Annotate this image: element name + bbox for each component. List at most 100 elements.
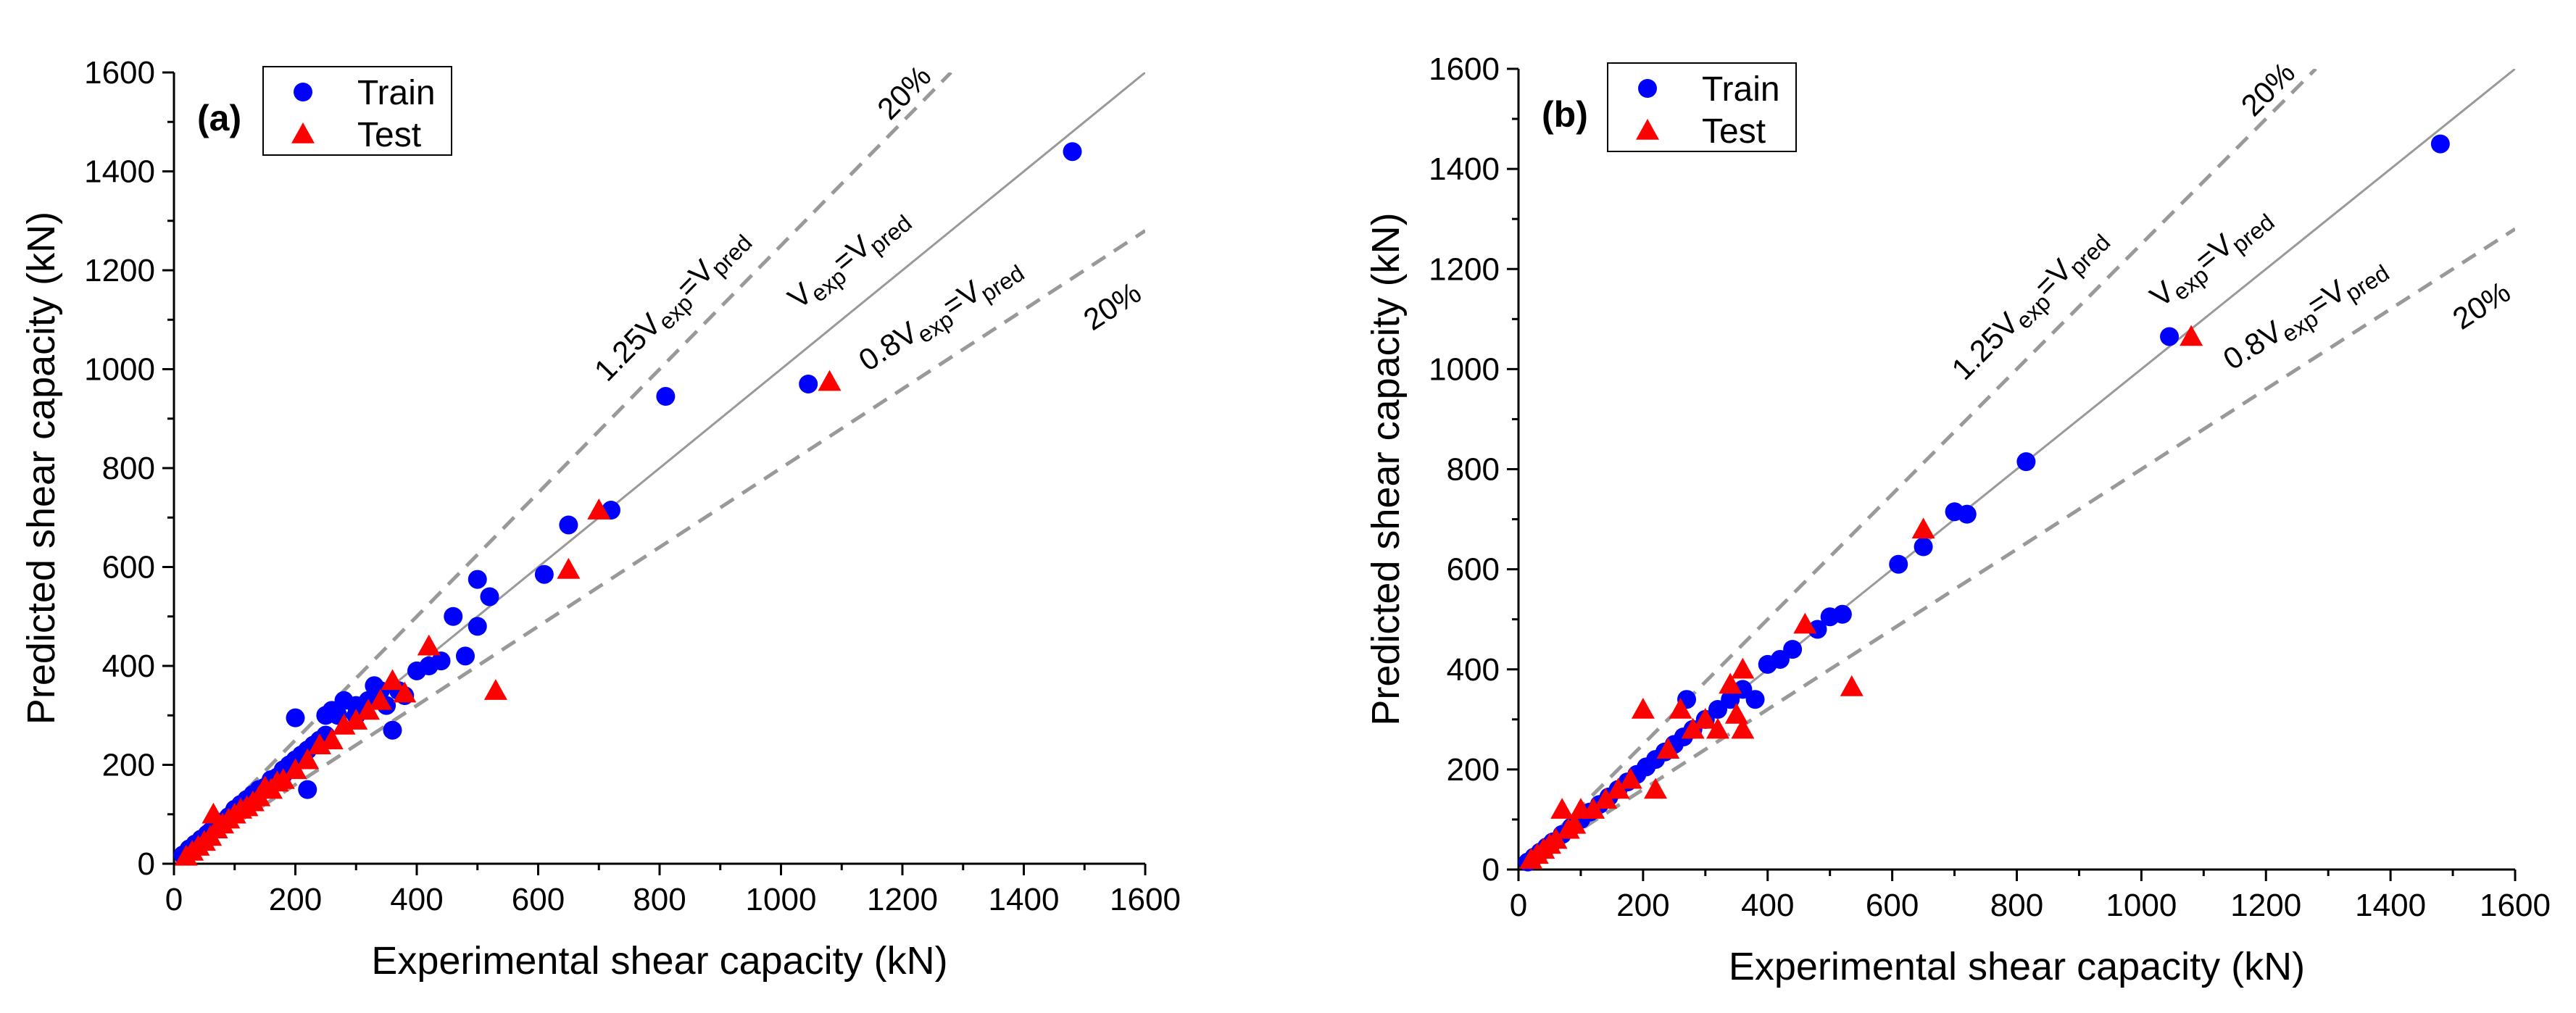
y-tick-label: 0 — [138, 846, 155, 882]
x-tick-label: 1200 — [2230, 888, 2301, 923]
test-point — [201, 802, 225, 824]
test-point — [381, 669, 404, 691]
train-point — [298, 780, 317, 799]
upper-bound-label: 1.25Vexp=Vpred — [588, 220, 757, 392]
lower-bound-line — [1518, 227, 2515, 870]
train-point — [2016, 452, 2036, 472]
test-point — [1719, 672, 1742, 694]
train-point — [799, 374, 818, 393]
data-points — [1518, 134, 2450, 872]
x-tick-label: 1000 — [2106, 888, 2177, 923]
train-point — [468, 570, 487, 589]
legend-label-test: Test — [1702, 112, 1766, 151]
x-tick-label: 800 — [633, 882, 686, 917]
test-point — [271, 767, 295, 789]
y-tick-label: 1000 — [84, 352, 155, 388]
upper-bound-line — [1518, 69, 2317, 870]
y-axis-title: Predicted shear capacity (kN) — [20, 212, 63, 725]
test-point — [1582, 798, 1605, 819]
legend-train-marker — [1638, 79, 1657, 98]
equality-label: Vexp=Vpred — [2143, 198, 2279, 318]
legend-label-train: Train — [357, 74, 436, 112]
y-tick-label: 600 — [102, 550, 155, 585]
x-tick-label: 1400 — [2355, 888, 2426, 923]
x-tick-label: 1000 — [746, 882, 817, 917]
x-tick-label: 400 — [1741, 888, 1794, 923]
y-tick-label: 200 — [1447, 752, 1500, 788]
test-point — [1631, 698, 1655, 719]
lower-bound-line — [174, 229, 1145, 864]
test-point — [1706, 717, 1729, 739]
train-point — [1889, 554, 1908, 574]
test-point — [557, 557, 581, 579]
test-point — [2180, 325, 2203, 346]
x-tick-label: 0 — [1510, 888, 1527, 923]
x-axis-title: Experimental shear capacity (kN) — [1729, 945, 2305, 988]
train-point — [316, 706, 336, 725]
panel-label: (a) — [197, 98, 241, 138]
legend-train-marker — [294, 83, 312, 101]
y-tick-label: 1000 — [1429, 351, 1500, 387]
lower-bound-label: 0.8Vexp=Vpred — [2217, 248, 2394, 381]
y-tick-label: 800 — [102, 451, 155, 486]
upper-band-label: 20% — [2235, 55, 2302, 122]
train-point — [365, 676, 384, 696]
x-tick-label: 200 — [1616, 888, 1669, 923]
lower-band-label: 20% — [1077, 275, 1147, 337]
x-tick-label: 1600 — [2480, 888, 2551, 923]
test-point — [393, 681, 417, 703]
y-tick-label: 600 — [1447, 552, 1500, 588]
test-point — [368, 688, 392, 710]
panel-label: (b) — [1542, 94, 1588, 135]
legend-label-train: Train — [1702, 70, 1780, 109]
test-point — [1544, 828, 1568, 849]
test-point — [1669, 698, 1692, 719]
y-tick-label: 1200 — [84, 253, 155, 288]
train-point — [431, 651, 451, 671]
train-point — [656, 387, 676, 407]
test-point — [1681, 717, 1705, 739]
data-points — [173, 142, 1082, 866]
train-point — [2430, 134, 2450, 154]
panel-a: 0 200 400 600 800 1000 1200 1400 1600 0 200 400 600 8… — [20, 55, 1181, 983]
test-point — [320, 728, 344, 750]
y-tick-label: 1600 — [1429, 51, 1500, 87]
test-point — [283, 758, 307, 780]
test-point — [818, 370, 842, 391]
test-point — [1731, 717, 1755, 739]
test-point — [1644, 778, 1668, 799]
y-tick-label: 800 — [1447, 452, 1500, 488]
train-point — [1783, 640, 1803, 659]
train-point — [456, 646, 475, 666]
y-tick-label: 400 — [102, 649, 155, 684]
legend-test-marker — [291, 122, 315, 143]
y-tick-label: 1400 — [1429, 151, 1500, 187]
upper-bound-line — [174, 72, 952, 864]
train-point — [346, 696, 366, 715]
test-point — [1840, 675, 1864, 696]
y-tick-label: 400 — [1447, 652, 1500, 688]
test-point — [1619, 767, 1642, 789]
train-point — [534, 564, 554, 584]
train-point — [1957, 504, 1977, 524]
test-point — [1911, 517, 1935, 539]
x-tick-label: 600 — [512, 882, 565, 917]
train-point — [286, 708, 305, 728]
test-point — [587, 499, 611, 520]
test-point — [1731, 657, 1755, 679]
x-tick-label: 600 — [1866, 888, 1919, 923]
train-point — [1914, 537, 1933, 556]
x-tick-label: 800 — [1990, 888, 2043, 923]
test-point — [1606, 778, 1630, 799]
train-point — [444, 606, 463, 626]
y-tick-label: 1200 — [1429, 251, 1500, 287]
train-point — [1063, 142, 1082, 162]
train-point — [2160, 327, 2180, 346]
test-point — [417, 634, 441, 656]
test-point — [1563, 812, 1587, 834]
x-tick-label: 200 — [269, 882, 322, 917]
x-tick-label: 1200 — [867, 882, 938, 917]
